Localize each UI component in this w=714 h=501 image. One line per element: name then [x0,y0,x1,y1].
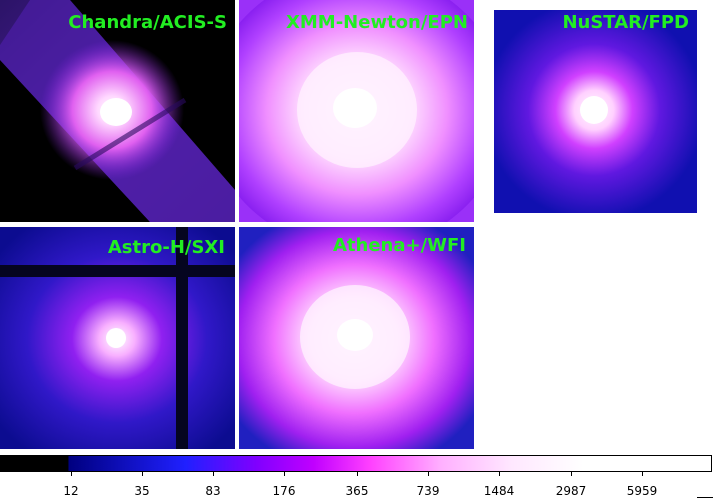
colorbar-tick-label: 176 [272,484,296,498]
colorbar [0,455,712,472]
chandra-image [0,0,235,222]
panel-label: Athena+/WFI [332,235,466,256]
colorbar-tick-label: 12 [63,484,79,498]
colorbar-tick-mark [571,472,572,476]
colorbar-tick-label: 1484 [483,484,515,498]
panel-label: Astro-H/SXI [107,237,225,258]
nustar-image-panel: NuSTAR/FPD [494,10,697,213]
colorbar-tick-mark [642,472,643,476]
colorbar-tick-label: 83 [205,484,221,498]
colorbar-tick-label: 365 [345,484,369,498]
astroh-image [0,227,235,449]
colorbar-tick-mark [428,472,429,476]
colorbar-tick-mark [142,472,143,476]
astroh-image-panel: Astro-H/SXI [0,227,235,449]
athena-image-panel: Athena+/WFI [239,227,474,449]
colorbar-tick-mark [357,472,358,476]
xmm-image [239,0,474,222]
nustar-image [494,10,697,213]
chandra-image-panel: Chandra/ACIS-S [0,0,235,222]
colorbar-tick-mark [71,472,72,476]
colorbar-tick-mark [284,472,285,476]
colorbar-tick-label: 2987 [555,484,587,498]
athena-image [239,227,474,449]
colorbar-tick-label: 35 [134,484,150,498]
colorbar-tick-label: 739 [416,484,440,498]
xmm-image-panel: XMM-Newton/EPN [239,0,474,222]
panel-label: Chandra/ACIS-S [68,12,227,33]
colorbar-tick-mark [213,472,214,476]
panel-label: NuSTAR/FPD [562,12,689,33]
corner-mark [697,497,713,498]
colorbar-tick-label: 5959 [626,484,658,498]
colorbar-tick-mark [499,472,500,476]
panel-label: XMM-Newton/EPN [286,12,468,33]
